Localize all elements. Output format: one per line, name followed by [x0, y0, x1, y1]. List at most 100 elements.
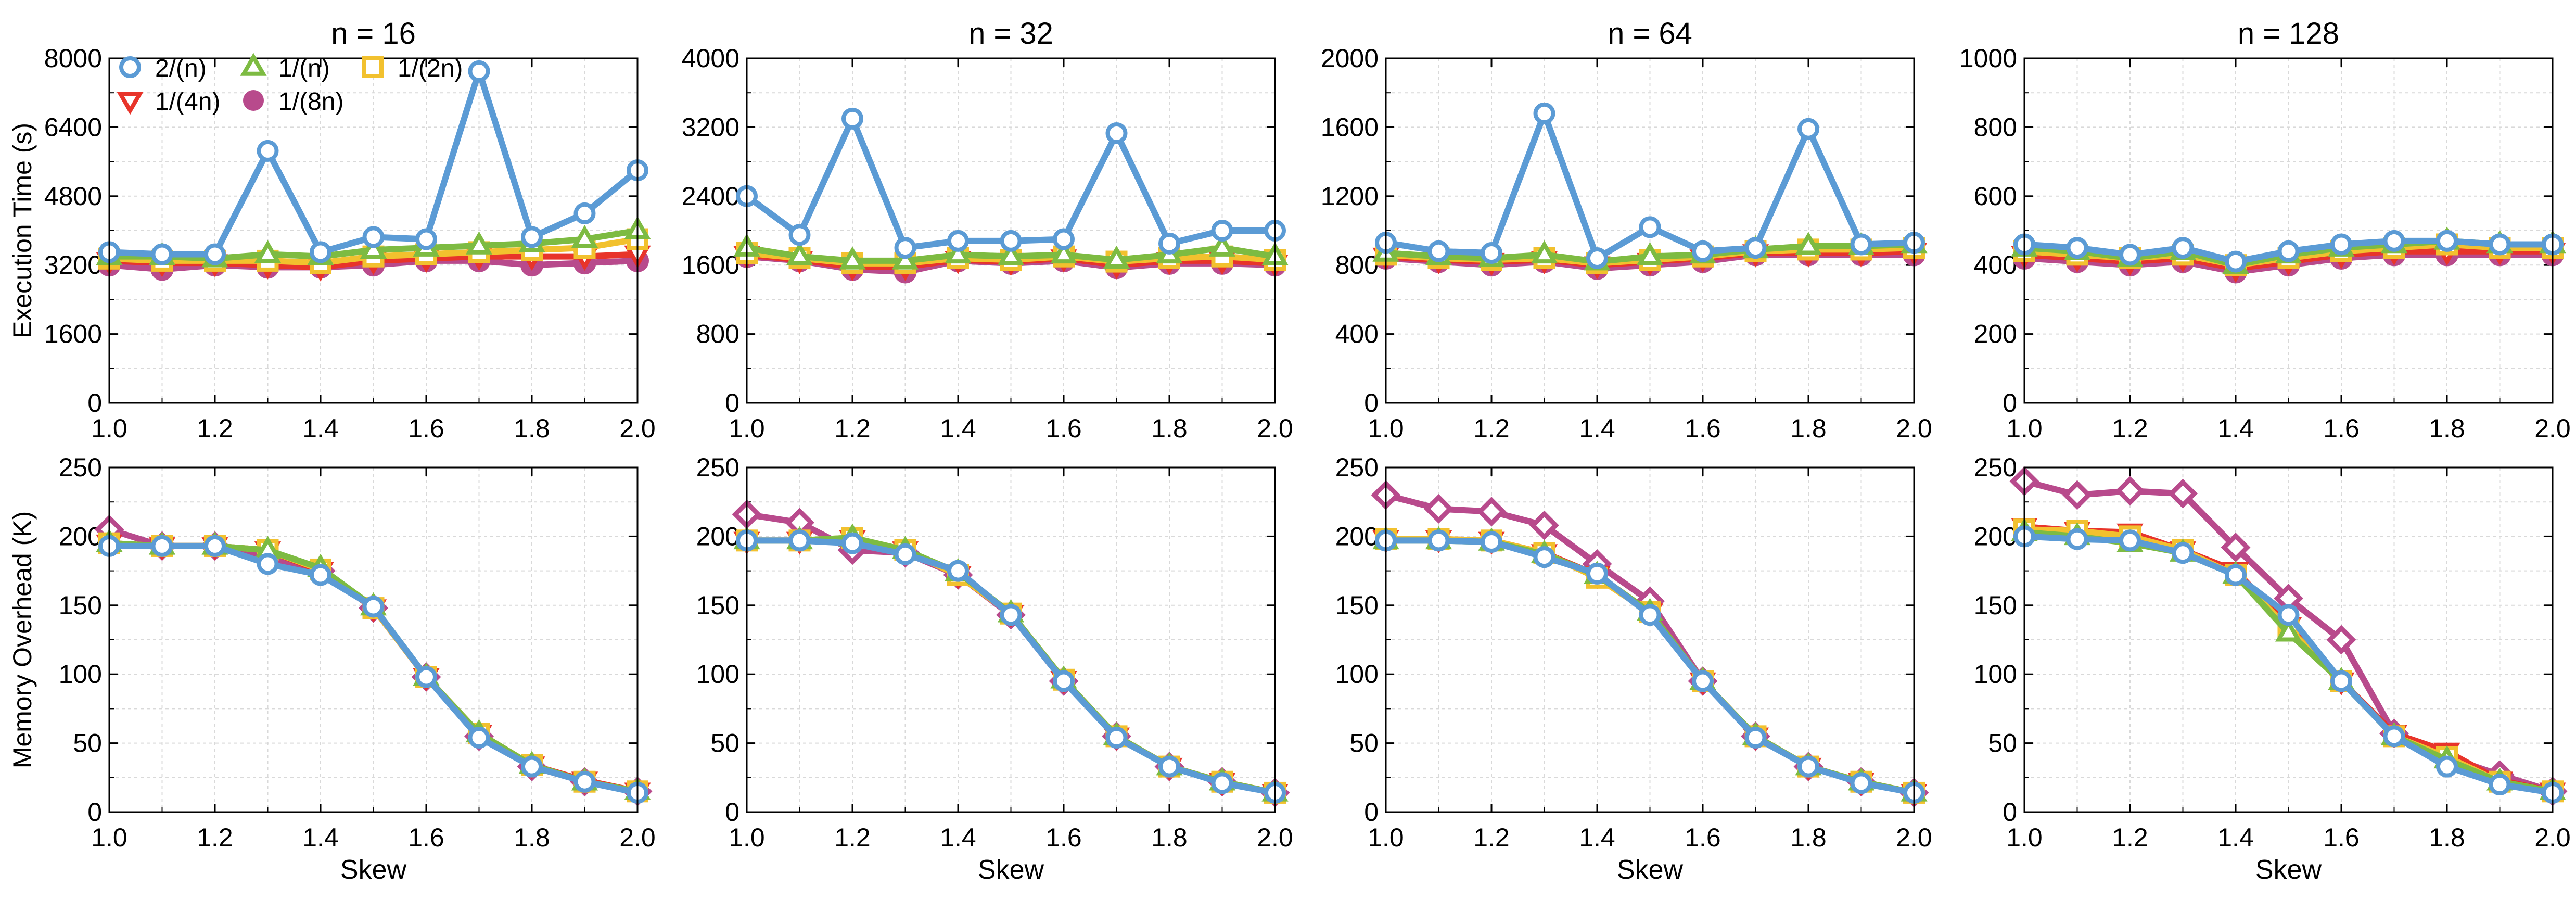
legend-entry-2/(n): 2/(n) — [119, 55, 207, 82]
y-tick-label: 50 — [1988, 729, 2017, 758]
data-point — [2326, 625, 2356, 655]
y-tick-label: 250 — [1974, 453, 2017, 482]
y-tick-label: 8000 — [44, 44, 102, 73]
x-tick-label: 1.6 — [408, 823, 444, 852]
x-axis-label: Skew — [978, 855, 1044, 885]
y-tick-label: 0 — [1364, 388, 1379, 417]
chart-panel-1: 1.0 1.2 1.4 1.6 1.8 2.0 0 1600 3200 4800 6400 8000 n… — [8, 17, 656, 443]
legend-marker — [243, 90, 264, 111]
x-tick-label: 1.2 — [197, 823, 233, 852]
plot-frame — [746, 57, 1276, 404]
x-tick-label: 1.0 — [2006, 823, 2043, 852]
x-axis-label: Skew — [1617, 855, 1684, 885]
data-point — [1053, 670, 1075, 692]
data-point — [1105, 727, 1128, 749]
x-tick-label: 1.0 — [729, 414, 765, 443]
series-2/(n) — [98, 535, 648, 804]
y-tick-label: 50 — [73, 729, 102, 758]
legend-entry-1/(8n): 1/(8n) — [243, 88, 343, 116]
data-point — [257, 553, 279, 575]
x-tick-label: 1.8 — [1151, 823, 1188, 852]
x-tick-label: 1.8 — [1790, 823, 1827, 852]
data-point — [788, 529, 811, 552]
y-tick-label: 400 — [1974, 250, 2017, 280]
data-point — [2119, 244, 2141, 266]
x-tick-label: 1.4 — [940, 414, 976, 443]
data-point — [788, 224, 811, 246]
y-tick-label: 4800 — [44, 182, 102, 211]
data-point — [1481, 530, 1502, 553]
x-tick-label: 1.6 — [1685, 414, 1721, 443]
data-point — [1586, 562, 1608, 585]
data-point — [2489, 774, 2511, 796]
x-tick-label: 2.0 — [1896, 823, 1932, 852]
y-tick-label: 2000 — [1321, 44, 1379, 73]
plot-frame — [2023, 466, 2554, 813]
x-tick-label: 1.2 — [197, 414, 233, 443]
data-point — [1208, 233, 1236, 257]
y-tick-label: 6400 — [44, 112, 102, 142]
y-tick-label: 200 — [696, 522, 739, 551]
x-tick-label: 1.2 — [834, 823, 871, 852]
data-point — [2062, 480, 2092, 510]
x-tick-label: 1.6 — [1045, 823, 1082, 852]
data-point — [2168, 478, 2198, 509]
data-point — [1050, 240, 1077, 264]
data-point — [1000, 230, 1022, 252]
y-tick-label: 1600 — [44, 320, 102, 349]
y-tick-label: 100 — [696, 660, 739, 689]
y-tick-label: 800 — [696, 320, 739, 349]
y-tick-label: 0 — [87, 388, 102, 417]
data-point — [2119, 529, 2141, 552]
data-point — [2115, 476, 2145, 506]
chart-panel-2: 1.0 1.2 1.4 1.6 1.8 2.0 0 800 1600 2400 3200 4000 n … — [682, 17, 1293, 443]
data-point — [1481, 242, 1502, 264]
data-point — [254, 239, 282, 263]
chart-panel-8: 1.0 1.2 1.4 1.6 1.8 2.0 0 50 100 150 200 250 Skew — [1974, 453, 2571, 885]
x-tick-label: 1.4 — [302, 823, 339, 852]
y-axis-label: Memory Overhead (K) — [8, 511, 37, 769]
panel-title: n = 16 — [331, 17, 416, 50]
legend: 2/(n) 1/(n) 1/(2n) 1/(4n) 1/(8n) — [117, 53, 463, 116]
x-tick-label: 1.8 — [2429, 414, 2465, 443]
data-point — [1797, 118, 1819, 140]
x-tick-label: 1.8 — [2429, 823, 2465, 852]
y-tick-label: 50 — [710, 729, 739, 758]
data-point — [894, 543, 916, 565]
data-point — [1744, 727, 1767, 749]
data-point — [1586, 247, 1608, 269]
y-tick-label: 0 — [2003, 388, 2017, 417]
data-point — [839, 246, 866, 270]
data-point — [573, 202, 596, 224]
x-tick-label: 1.8 — [1151, 414, 1188, 443]
data-point — [2221, 533, 2251, 563]
data-point — [2277, 240, 2300, 262]
y-tick-label: 200 — [1974, 320, 2017, 349]
y-tick-label: 50 — [1349, 729, 1379, 758]
x-tick-label: 1.0 — [1368, 414, 1404, 443]
legend-label: 1/(n) — [278, 55, 330, 82]
y-tick-label: 4000 — [682, 44, 739, 73]
chart-panel-4: 1.0 1.2 1.4 1.6 1.8 2.0 0 200 400 600 800 1000 n = 1… — [1959, 17, 2571, 443]
x-tick-label: 1.0 — [729, 823, 765, 852]
data-point — [415, 228, 437, 250]
data-point — [573, 770, 596, 793]
data-point — [841, 107, 863, 130]
x-tick-label: 1.6 — [1045, 414, 1082, 443]
data-point — [1211, 772, 1233, 794]
y-tick-label: 250 — [1335, 453, 1379, 482]
x-tick-label: 1.4 — [2217, 414, 2254, 443]
y-tick-label: 0 — [725, 797, 739, 827]
data-point — [1692, 670, 1714, 692]
data-point — [362, 596, 385, 618]
y-tick-label: 0 — [2003, 797, 2017, 827]
x-tick-label: 2.0 — [2534, 414, 2571, 443]
legend-label: 1/(2n) — [398, 55, 463, 82]
plot-frame — [2023, 57, 2554, 404]
x-tick-label: 1.0 — [91, 823, 127, 852]
legend-label: 1/(4n) — [155, 88, 220, 116]
data-point — [1850, 772, 1872, 794]
x-axis-label: Skew — [2255, 855, 2322, 885]
data-point — [1744, 237, 1767, 259]
y-tick-label: 1600 — [1321, 112, 1379, 142]
